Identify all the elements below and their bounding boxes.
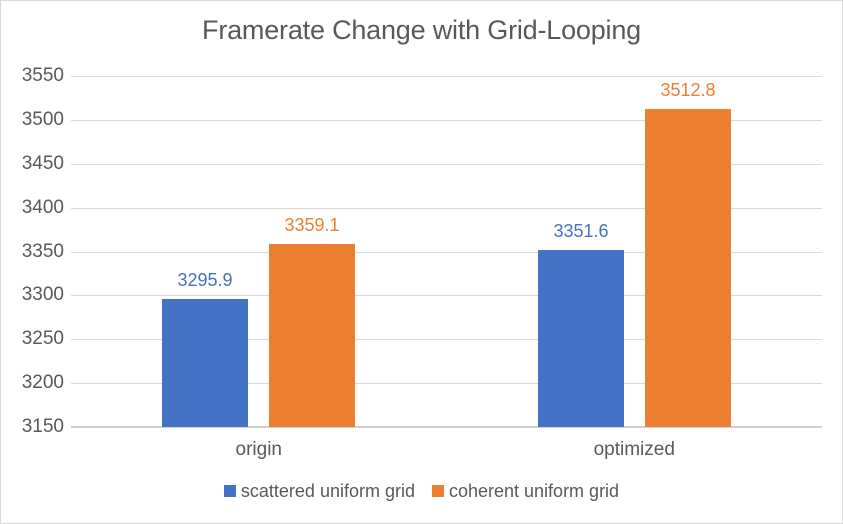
y-axis-tick-label: 3350 <box>21 241 64 262</box>
y-axis-tick-label: 3150 <box>21 416 64 437</box>
bar-coherent-uniform-grid-optimized <box>645 109 731 427</box>
legend-label: coherent uniform grid <box>448 481 620 501</box>
gridline <box>71 339 822 340</box>
chart-title: Framerate Change with Grid-Looping <box>202 15 641 45</box>
x-axis-category-label: optimized <box>593 439 675 460</box>
plot-area: 3295.9 3359.1 3351.6 3512.8 <box>71 76 822 428</box>
bar-value-label: 3359.1 <box>284 215 340 235</box>
legend-label: scattered uniform grid <box>240 481 415 501</box>
bar-value-label: 3512.8 <box>660 80 716 100</box>
y-axis-tick-label: 3500 <box>21 109 64 130</box>
legend: scattered uniform grid coherent uniform g… <box>1 480 842 502</box>
y-axis-tick-label: 3200 <box>21 372 64 393</box>
gridline <box>71 383 822 384</box>
bar-value-label: 3351.6 <box>553 221 609 241</box>
bar-value-label: 3295.9 <box>177 270 233 290</box>
y-axis-tick-label: 3450 <box>21 153 64 174</box>
gridline <box>71 252 822 253</box>
bar-coherent-uniform-grid-origin <box>269 244 355 427</box>
y-axis-tick-label: 3550 <box>21 65 64 86</box>
y-axis-tick-label: 3250 <box>21 328 64 349</box>
x-axis-line <box>71 426 822 428</box>
legend-marker <box>431 485 444 497</box>
y-axis: 3150 3200 3250 3300 3350 3400 3450 3500 3550 <box>1 66 64 437</box>
legend-marker <box>223 485 236 497</box>
bar-scattered-uniform-grid-optimized <box>538 250 624 427</box>
gridline <box>71 164 822 165</box>
legend-item-scattered-uniform-grid: scattered uniform grid <box>223 480 415 502</box>
y-axis-tick-label: 3300 <box>21 284 64 305</box>
bar-scattered-uniform-grid-origin <box>162 299 248 427</box>
gridline <box>71 76 822 77</box>
gridline <box>71 295 822 296</box>
gridline <box>71 208 822 209</box>
legend-item-coherent-uniform-grid: coherent uniform grid <box>431 480 620 502</box>
x-axis-category-label: origin <box>235 439 282 460</box>
gridline <box>71 120 822 121</box>
y-axis-tick-label: 3400 <box>21 197 64 218</box>
